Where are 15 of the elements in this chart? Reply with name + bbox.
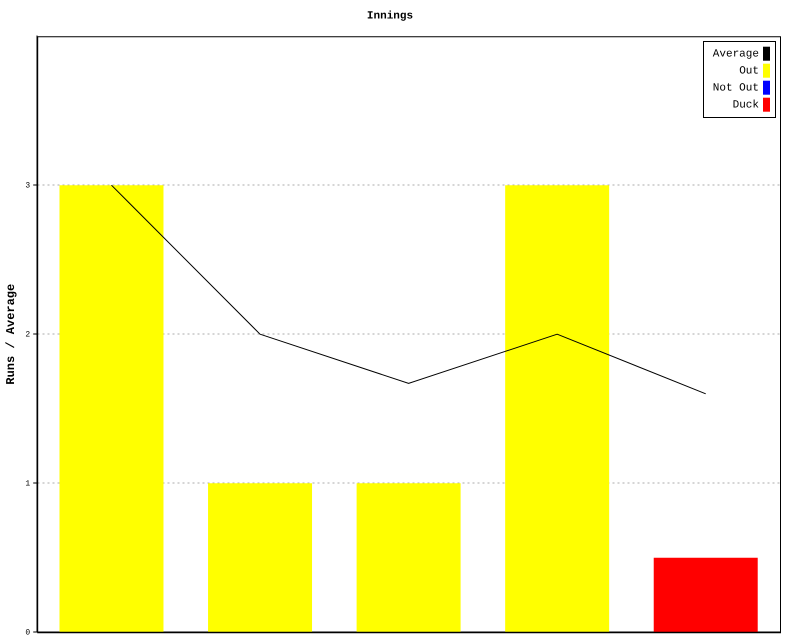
y-tick-label: 3 <box>25 181 30 190</box>
bar <box>654 558 758 632</box>
y-tick-label: 2 <box>25 330 30 340</box>
legend-label: Out <box>739 66 759 78</box>
legend-label: Not Out <box>712 82 759 95</box>
chart-title: Innings <box>366 10 414 22</box>
legend-label: Average <box>712 48 759 61</box>
legend-label: Duck <box>732 100 760 112</box>
bar <box>208 483 312 632</box>
bar <box>59 185 164 632</box>
y-axis-title: Runs / Average <box>4 284 18 385</box>
y-tick-label: 1 <box>25 479 30 488</box>
bar <box>356 483 461 632</box>
y-tick-label: 0 <box>25 628 30 638</box>
bar <box>505 185 610 632</box>
